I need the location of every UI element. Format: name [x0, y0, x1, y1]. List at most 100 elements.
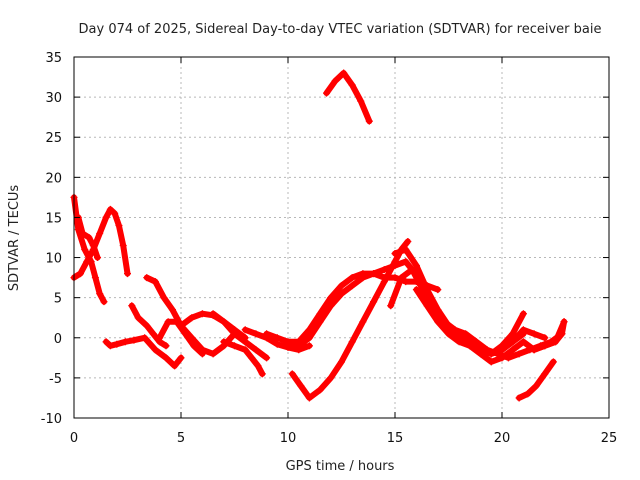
data-point: [160, 294, 168, 302]
data-point: [445, 330, 452, 338]
data-point: [519, 310, 527, 318]
data-point: [487, 350, 495, 358]
y-tick-label: 25: [45, 131, 62, 146]
data-point: [94, 254, 102, 262]
data-point: [162, 354, 170, 362]
data-point: [248, 354, 256, 362]
data-point: [111, 209, 119, 217]
series-line: [103, 334, 184, 369]
series-s1: [70, 193, 108, 306]
data-point: [412, 262, 420, 270]
series-s21: [530, 318, 568, 354]
data-point: [177, 354, 185, 362]
data-point: [462, 330, 470, 338]
data-point: [79, 229, 87, 237]
data-point: [549, 358, 557, 366]
data-point: [316, 318, 324, 326]
data-point: [477, 346, 485, 354]
data-point: [498, 342, 506, 350]
y-tick-label: 15: [45, 211, 62, 226]
data-series: [70, 69, 568, 402]
data-point: [102, 213, 110, 221]
data-point: [151, 346, 159, 354]
data-point: [128, 302, 136, 310]
data-point: [252, 330, 260, 338]
data-point: [96, 290, 104, 298]
data-point: [273, 334, 281, 342]
data-point: [96, 229, 104, 237]
data-point: [188, 314, 196, 322]
data-point: [198, 350, 206, 358]
series-line: [323, 70, 373, 125]
series-s4: [102, 334, 185, 370]
data-point: [305, 394, 313, 402]
series-s14: [288, 238, 412, 402]
data-point: [231, 342, 238, 350]
data-point: [434, 306, 442, 314]
data-point: [391, 250, 399, 258]
series-s19: [487, 310, 527, 358]
data-point: [102, 338, 110, 346]
data-point: [412, 286, 420, 294]
data-point: [106, 342, 114, 350]
data-point: [348, 81, 356, 89]
data-point: [100, 298, 108, 306]
data-point: [423, 286, 431, 294]
data-point: [387, 302, 395, 310]
data-point: [220, 318, 228, 326]
data-point: [391, 258, 399, 266]
data-point: [402, 278, 410, 286]
y-tick-label: -5: [49, 372, 62, 387]
data-point: [190, 342, 198, 350]
series-s9: [209, 310, 271, 362]
data-point: [338, 358, 345, 366]
data-point: [121, 338, 129, 346]
y-tick-label: 20: [45, 171, 62, 186]
data-point: [143, 322, 151, 330]
data-point: [258, 370, 266, 378]
data-point: [288, 370, 296, 378]
data-point: [181, 330, 189, 338]
y-tick-label: 30: [45, 91, 62, 106]
data-point: [164, 318, 172, 326]
data-point: [173, 318, 181, 326]
data-point: [141, 334, 149, 342]
data-point: [295, 342, 303, 350]
data-point: [519, 338, 527, 346]
series-s10: [220, 338, 266, 378]
data-point: [134, 314, 142, 322]
x-tick-label: 25: [601, 431, 618, 446]
data-point: [530, 330, 538, 338]
series-s5: [128, 302, 170, 350]
data-point: [524, 390, 532, 398]
data-point: [359, 274, 367, 282]
data-point: [445, 322, 452, 330]
data-point: [348, 338, 356, 346]
series-line: [220, 338, 266, 377]
data-point: [323, 89, 331, 97]
series-line: [289, 238, 411, 401]
data-point: [552, 338, 559, 346]
data-point: [434, 286, 442, 294]
x-tick-label: 5: [177, 431, 185, 446]
data-point: [515, 350, 523, 358]
data-point: [515, 394, 523, 402]
data-point: [348, 282, 356, 290]
data-point: [130, 336, 138, 344]
data-point: [348, 274, 356, 282]
x-tick-label: 15: [387, 431, 404, 446]
data-point: [83, 258, 91, 266]
series-line: [488, 310, 527, 357]
data-point: [149, 330, 157, 338]
data-point: [498, 354, 506, 362]
data-point: [327, 294, 335, 302]
y-axis-label: SDTVAR / TECUs: [7, 185, 22, 292]
data-point: [284, 342, 292, 350]
series-line: [71, 194, 107, 305]
series-line: [516, 358, 557, 401]
data-point: [365, 117, 373, 125]
data-point: [380, 266, 388, 274]
data-point: [76, 270, 84, 278]
plot-frame: [73, 56, 610, 419]
